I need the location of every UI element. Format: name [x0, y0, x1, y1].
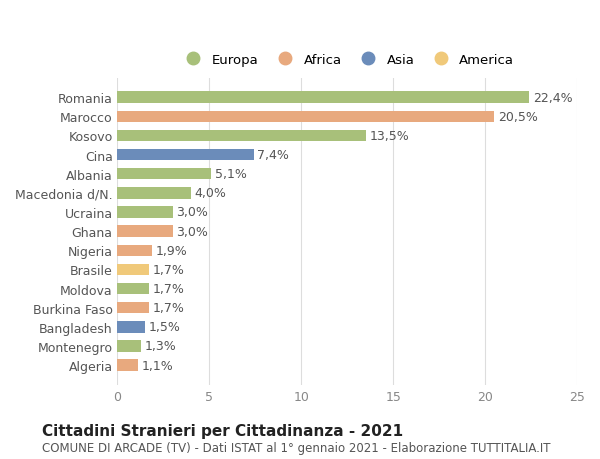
- Bar: [118, 302, 149, 313]
- Legend: Europa, Africa, Asia, America: Europa, Africa, Asia, America: [175, 48, 520, 72]
- Text: 1,9%: 1,9%: [156, 244, 188, 257]
- Bar: [118, 168, 211, 180]
- Text: 1,7%: 1,7%: [152, 282, 184, 296]
- Text: 22,4%: 22,4%: [533, 91, 572, 105]
- Bar: [118, 283, 149, 295]
- Bar: [118, 112, 494, 123]
- Bar: [118, 130, 365, 142]
- Text: 1,5%: 1,5%: [149, 320, 181, 334]
- Text: 13,5%: 13,5%: [370, 130, 409, 143]
- Text: 1,7%: 1,7%: [152, 263, 184, 276]
- Text: Cittadini Stranieri per Cittadinanza - 2021: Cittadini Stranieri per Cittadinanza - 2…: [42, 423, 403, 438]
- Text: 1,1%: 1,1%: [142, 359, 173, 372]
- Text: 20,5%: 20,5%: [498, 111, 538, 123]
- Bar: [118, 92, 529, 104]
- Bar: [118, 188, 191, 199]
- Text: COMUNE DI ARCADE (TV) - Dati ISTAT al 1° gennaio 2021 - Elaborazione TUTTITALIA.: COMUNE DI ARCADE (TV) - Dati ISTAT al 1°…: [42, 442, 551, 454]
- Text: 3,0%: 3,0%: [176, 225, 208, 238]
- Bar: [118, 341, 142, 352]
- Text: 5,1%: 5,1%: [215, 168, 247, 181]
- Bar: [118, 359, 138, 371]
- Bar: [118, 245, 152, 257]
- Bar: [118, 321, 145, 333]
- Text: 1,7%: 1,7%: [152, 302, 184, 314]
- Text: 1,3%: 1,3%: [145, 340, 177, 353]
- Bar: [118, 226, 173, 237]
- Text: 7,4%: 7,4%: [257, 149, 289, 162]
- Bar: [118, 264, 149, 275]
- Bar: [118, 207, 173, 218]
- Bar: [118, 150, 254, 161]
- Text: 4,0%: 4,0%: [194, 187, 227, 200]
- Text: 3,0%: 3,0%: [176, 206, 208, 219]
